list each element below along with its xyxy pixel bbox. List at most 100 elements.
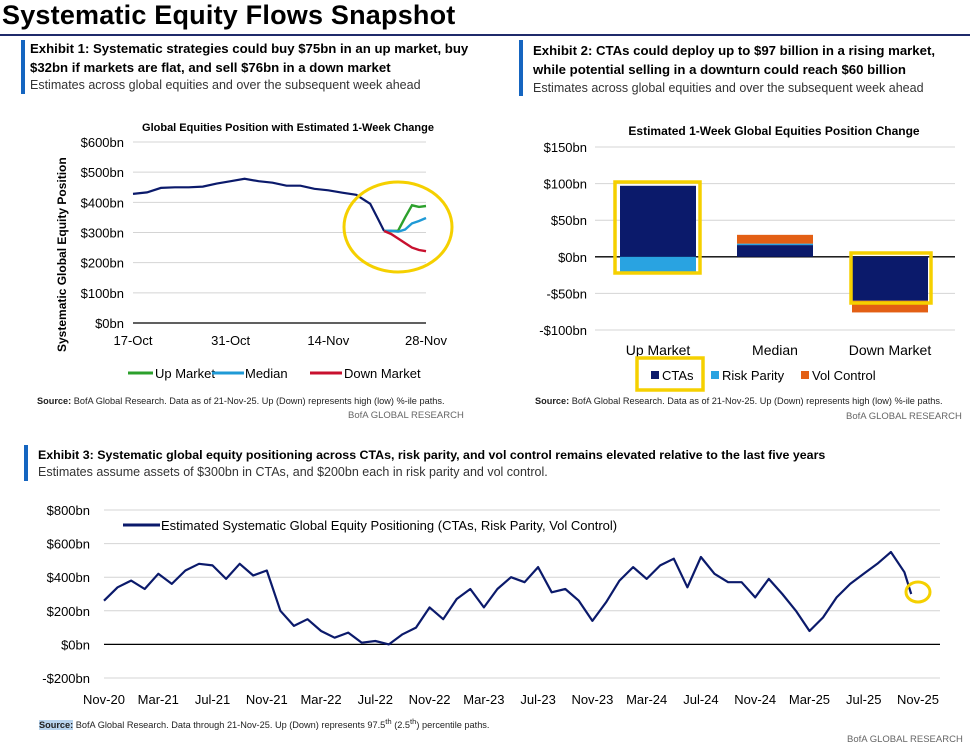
exhibit1-chart: Global Equities Position with Estimated … <box>55 122 454 381</box>
exhibit2-ytick-label: -$50bn <box>547 286 587 301</box>
exhibit1-x-ticks: 17-Oct 31-Oct 14-Nov 28-Nov <box>113 333 447 348</box>
exhibit1-accent-bar <box>21 40 25 94</box>
legend-down-market-label: Down Market <box>344 366 421 381</box>
exhibit3-ytick-label: $800bn <box>47 503 90 518</box>
exhibit2-highlight-ctas-down <box>849 251 933 305</box>
exhibit3-ytick-label: $0bn <box>61 637 90 652</box>
exhibit1-ytick-label: $600bn <box>81 135 124 150</box>
exhibit1-ytick-label: $200bn <box>81 256 124 271</box>
exhibit3-ytick-label: $600bn <box>47 537 90 552</box>
exhibit3-xtick-label: Nov-24 <box>734 692 776 707</box>
exhibit3-gridlines <box>104 509 940 679</box>
exhibit2-ytick-label: $0bn <box>558 250 587 265</box>
exhibit3-xtick-label: Nov-22 <box>409 692 451 707</box>
exhibit3-xtick-label: Nov-20 <box>83 692 125 707</box>
exhibit3-source-text: BofA Global Research. Data through 21-No… <box>73 720 386 731</box>
exhibit2-ytick-label: $50bn <box>551 213 587 228</box>
exhibit2-brand: BofA GLOBAL RESEARCH <box>846 411 962 422</box>
exhibit2-ytick-label: $100bn <box>544 177 587 192</box>
exhibit3-subtitle: Estimates assume assets of $300bn in CTA… <box>38 465 548 479</box>
exhibit3-x-ticks: Nov-20 Mar-21 Jul-21 Nov-21 Mar-22 Jul-22 Nov-… <box>83 692 939 707</box>
legend-vol-control-swatch <box>801 371 809 379</box>
exhibit3-xtick-label: Jul-24 <box>683 692 718 707</box>
exhibit3-xtick-label: Mar-22 <box>300 692 341 707</box>
exhibit3-xtick-label: Jul-22 <box>358 692 393 707</box>
exhibit2-source-label: Source: <box>535 396 570 406</box>
exhibit3-xtick-label: Nov-25 <box>897 692 939 707</box>
exhibit2-bar-risk-parity <box>620 256 696 273</box>
exhibit3-xtick-label: Mar-24 <box>626 692 667 707</box>
exhibit2-ytick-label: $150bn <box>544 140 587 155</box>
exhibit2-bar-ctas <box>852 256 928 301</box>
title-rule <box>0 34 970 36</box>
exhibit3-xtick-label: Mar-25 <box>789 692 830 707</box>
exhibit3-ytick-label: $200bn <box>47 604 90 619</box>
legend-median-label: Median <box>245 366 288 381</box>
exhibit2-category-label: Median <box>752 342 798 358</box>
exhibit3-source: Source: BofA Global Research. Data throu… <box>39 717 490 731</box>
exhibit2-chart-title: Estimated 1-Week Global Equities Positio… <box>628 124 919 138</box>
exhibit1-highlight-circle <box>342 180 454 274</box>
exhibit3-brand: BofA GLOBAL RESEARCH <box>847 734 963 745</box>
exhibit2-title-line1: Exhibit 2: CTAs could deploy up to $97 b… <box>533 43 936 58</box>
exhibit3-xtick-label: Nov-21 <box>246 692 288 707</box>
exhibit1-down-market-line <box>383 229 427 253</box>
exhibit2-bar-risk-parity <box>737 243 813 246</box>
exhibit1-title-line2: $32bn if markets are flat, and sell $76b… <box>30 60 391 75</box>
exhibit1-chart-title: Global Equities Position with Estimated … <box>142 122 434 134</box>
exhibit1-history-line <box>132 177 386 232</box>
exhibit1-ytick-label: $100bn <box>81 286 124 301</box>
exhibit1-ytick-label: $300bn <box>81 226 124 241</box>
exhibit2-legend-highlight <box>635 356 705 392</box>
exhibit2-category-label: Up Market <box>626 342 691 358</box>
exhibit3-xtick-label: Mar-21 <box>138 692 179 707</box>
exhibit3-source-label: Source: <box>39 720 74 731</box>
exhibit3-positioning-line <box>103 550 913 646</box>
exhibit3-source-sup2: th <box>410 717 417 726</box>
exhibit2-bar-vol-control <box>852 300 928 313</box>
exhibit3-y-ticks: $800bn $600bn $400bn $200bn $0bn -$200bn <box>42 503 90 686</box>
exhibit3-source-end: ) percentile paths. <box>416 720 490 731</box>
exhibit2-bar-vol-control <box>737 234 813 244</box>
legend-vol-control-label: Vol Control <box>812 368 876 383</box>
exhibit3-ytick-label: -$200bn <box>42 671 90 686</box>
exhibit2-source: Source: BofA Global Research. Data as of… <box>535 396 943 406</box>
exhibit2-y-ticks: $150bn $100bn $50bn $0bn -$50bn -$100bn <box>539 140 587 338</box>
exhibit2-source-text: BofA Global Research. Data as of 21-Nov-… <box>569 396 943 406</box>
exhibit3-xtick-label: Mar-23 <box>463 692 504 707</box>
exhibit1-ylabel: Systematic Global Equity Position <box>55 157 69 352</box>
exhibit3-legend-label: Estimated Systematic Global Equity Posit… <box>161 518 617 533</box>
exhibit3-chart: $800bn $600bn $400bn $200bn $0bn -$200bn Nov-… <box>42 503 940 707</box>
exhibit3-xtick-label: Nov-23 <box>571 692 613 707</box>
exhibit1-gridlines <box>133 141 426 324</box>
exhibit2-bars <box>620 185 928 313</box>
exhibit1-source: Source: BofA Global Research. Data as of… <box>37 396 445 406</box>
exhibit1-source-label: Source: <box>37 396 72 406</box>
exhibit2-bar-ctas <box>620 185 696 257</box>
exhibit1-xtick-label: 14-Nov <box>307 333 349 348</box>
exhibit1-brand: BofA GLOBAL RESEARCH <box>348 410 464 421</box>
exhibit1-xtick-label: 17-Oct <box>113 333 152 348</box>
exhibit1-subtitle: Estimates across global equities and ove… <box>30 78 421 92</box>
legend-up-market-label: Up Market <box>155 366 215 381</box>
exhibit1-up-market-line <box>384 203 427 233</box>
exhibit1-ytick-label: $500bn <box>81 165 124 180</box>
legend-risk-parity-label: Risk Parity <box>722 368 785 383</box>
exhibit2-category-labels: Up Market Median Down Market <box>626 342 932 358</box>
exhibit1-title-line1: Exhibit 1: Systematic strategies could b… <box>30 41 469 56</box>
exhibit3-accent-bar <box>24 445 28 481</box>
exhibit1-xtick-label: 28-Nov <box>405 333 447 348</box>
legend-ctas-swatch <box>651 371 659 379</box>
exhibit1-y-ticks: $600bn $500bn $400bn $300bn $200bn $100bn $0bn <box>81 135 124 331</box>
exhibit2-highlight-ctas-up <box>613 180 702 275</box>
exhibit3-source-sup1: th <box>385 717 392 726</box>
exhibit3-highlight-circle <box>904 580 932 604</box>
page-title: Systematic Equity Flows Snapshot <box>2 0 456 30</box>
exhibit3-xtick-label: Jul-25 <box>846 692 881 707</box>
exhibit1-source-text: BofA Global Research. Data as of 21-Nov-… <box>71 396 445 406</box>
exhibit2-chart: Estimated 1-Week Global Equities Positio… <box>539 124 955 392</box>
exhibit2-bar-ctas <box>737 245 813 257</box>
legend-risk-parity-swatch <box>711 371 719 379</box>
legend-ctas-label: CTAs <box>662 368 694 383</box>
exhibit2-accent-bar <box>519 40 523 96</box>
